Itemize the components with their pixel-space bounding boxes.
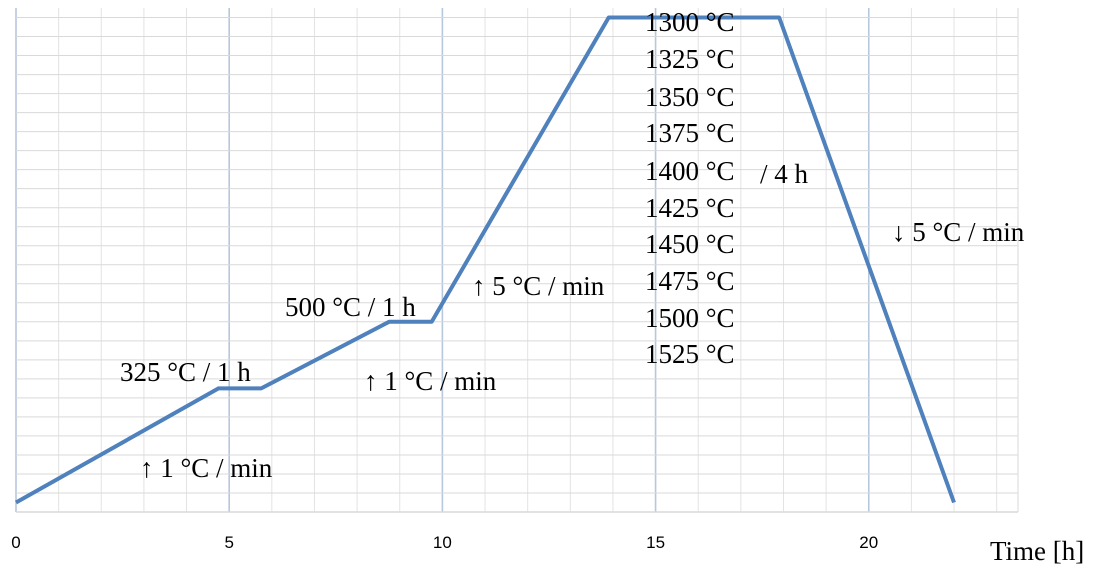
annotation-temp-1375: 1375 °C [645,118,735,148]
annotation-step2: 500 °C / 1 h [285,292,416,322]
annotation-temp-1400: 1400 °C [645,156,735,186]
annotation-rate2: ↑ 1 °C / min [364,366,497,396]
x-axis-label: Time [h] [990,536,1084,566]
grid [15,8,1019,513]
series-line-temperature-profile [15,15,956,505]
x-tick-label: 10 [433,533,452,552]
x-tick-label: 15 [646,533,665,552]
annotation-step1: 325 °C / 1 h [120,357,251,387]
x-tick-label: 5 [224,533,233,552]
plot-area [15,15,956,505]
annotation-temp-1450: 1450 °C [645,229,735,259]
x-tick-label: 0 [11,533,20,552]
annotation-temp-1525: 1525 °C [645,339,735,369]
annotation-rate-down: ↓ 5 °C / min [892,217,1025,247]
annotation-rate1: ↑ 1 °C / min [140,453,273,483]
annotation-temp-1300: 1300 °C [645,7,735,37]
annotations: 325 °C / 1 h 500 °C / 1 h ↑ 1 °C / min ↑… [120,7,1025,483]
annotation-temp-1475: 1475 °C [645,266,735,296]
annotation-temp-1325: 1325 °C [645,44,735,74]
annotation-temp-1500: 1500 °C [645,303,735,333]
annotation-temp-1350: 1350 °C [645,82,735,112]
annotation-temp-1425: 1425 °C [645,193,735,223]
annotation-dwell: / 4 h [760,159,809,189]
x-tick-labels: 0 5 10 15 20 [11,533,878,552]
x-tick-label: 20 [859,533,878,552]
annotation-rate3: ↑ 5 °C / min [472,271,605,301]
